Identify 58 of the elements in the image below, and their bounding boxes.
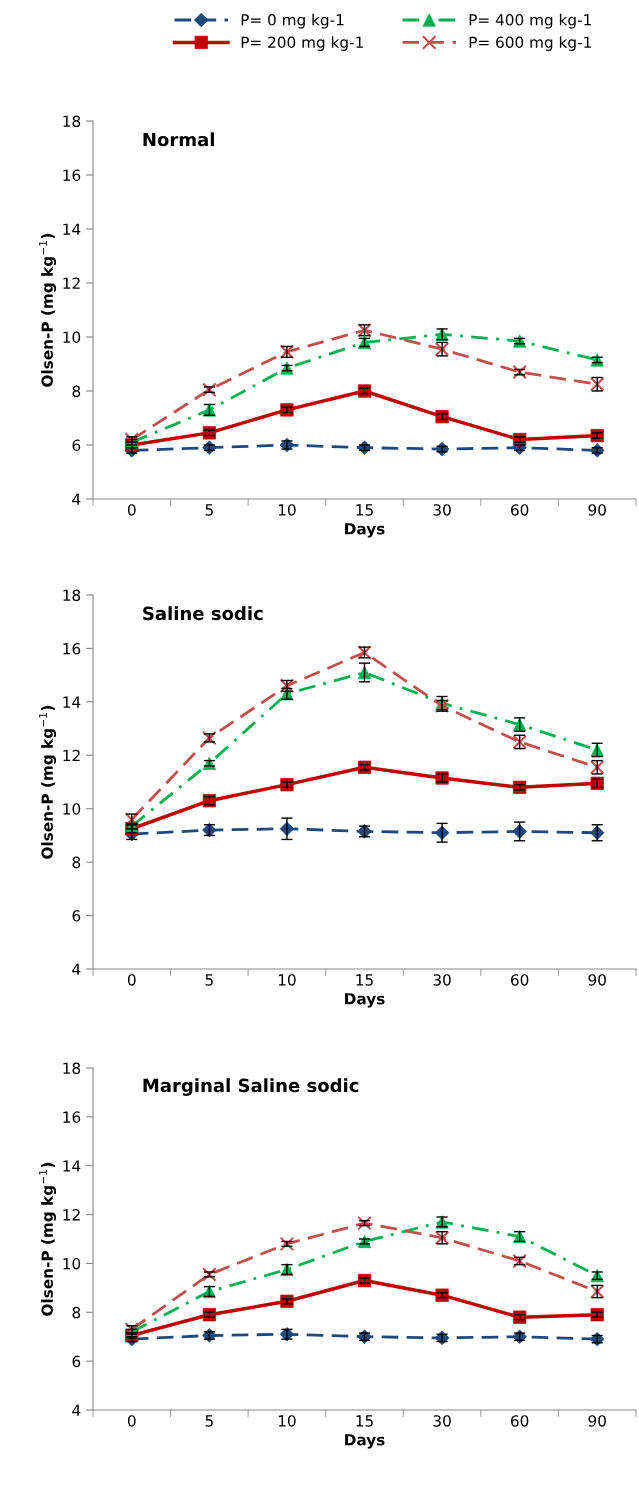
y-tick-label: 6: [72, 1355, 81, 1368]
y-tick-label: 14: [63, 1160, 81, 1172]
y-tick-label: 4: [72, 1404, 81, 1416]
y-axis-title: Olsen-P (mg kg$^{−1}$): [39, 233, 57, 387]
text: Marginal Saline sodic: [143, 1078, 359, 1096]
y-tick-label: 12: [63, 749, 80, 762]
y-tick-label: 8: [72, 385, 81, 398]
y-tick-label: 14: [63, 696, 81, 708]
x-axis-title: Days: [345, 993, 385, 1008]
y-tick-label: 8: [72, 1306, 81, 1319]
x-tick-label: 15: [356, 504, 373, 516]
legend-label: P= 0 mg kg-1: [241, 13, 344, 29]
x-tick-label: 5: [205, 1415, 213, 1427]
y-tick-label: 16: [63, 1111, 81, 1123]
y-tick-label: 12: [63, 277, 80, 289]
x-tick-label: 0: [127, 1415, 136, 1427]
x-tick-label: 90: [588, 504, 606, 516]
y-tick-label: 18: [63, 115, 81, 128]
y-tick-label: 6: [72, 910, 81, 922]
x-tick-label: 10: [278, 504, 296, 516]
text: Normal: [143, 132, 214, 147]
y-tick-label: 12: [63, 1209, 80, 1221]
y-tick-label: 16: [63, 169, 81, 182]
y-tick-label: 18: [63, 1062, 81, 1075]
x-tick-label: 60: [510, 1415, 529, 1427]
x-axis-title: Days: [345, 523, 385, 538]
legend-label: P= 400 mg kg-1: [469, 13, 591, 29]
x-tick-label: 90: [588, 974, 606, 986]
y-axis-title: Olsen-P (mg kg$^{−1}$): [39, 1162, 57, 1316]
x-tick-label: 0: [127, 974, 136, 986]
x-tick-label: 90: [588, 1415, 606, 1427]
x-tick-label: 15: [356, 1415, 373, 1427]
x-tick-label: 10: [278, 974, 296, 986]
legend-label: P= 600 mg kg-1: [469, 36, 591, 51]
x-tick-label: 0: [127, 504, 136, 516]
x-tick-label: 60: [510, 974, 529, 986]
y-tick-label: 10: [63, 331, 81, 344]
y-tick-label: 16: [63, 642, 81, 655]
y-tick-label: 6: [72, 439, 81, 452]
x-tick-label: 15: [356, 974, 373, 986]
x-tick-label: 10: [278, 1415, 296, 1427]
y-tick-label: 8: [72, 856, 81, 869]
legend-label: P= 200 mg kg-1: [241, 36, 363, 51]
x-tick-label: 5: [205, 504, 213, 516]
x-axis-title: Days: [345, 1434, 385, 1449]
y-tick-label: 18: [63, 589, 81, 602]
x-tick-label: 30: [433, 504, 451, 516]
y-tick-label: 10: [63, 803, 81, 815]
y-axis-title: Olsen-P (mg kg$^{−1}$): [39, 705, 57, 859]
y-tick-label: 14: [63, 223, 81, 235]
x-tick-label: 60: [510, 504, 529, 516]
x-tick-label: 30: [433, 974, 451, 986]
y-tick-label: 4: [72, 493, 81, 505]
y-tick-label: 4: [72, 963, 81, 975]
x-tick-label: 30: [433, 1415, 451, 1427]
text: Saline sodic: [143, 606, 263, 621]
y-tick-label: 10: [63, 1257, 81, 1270]
x-tick-label: 5: [205, 974, 213, 986]
